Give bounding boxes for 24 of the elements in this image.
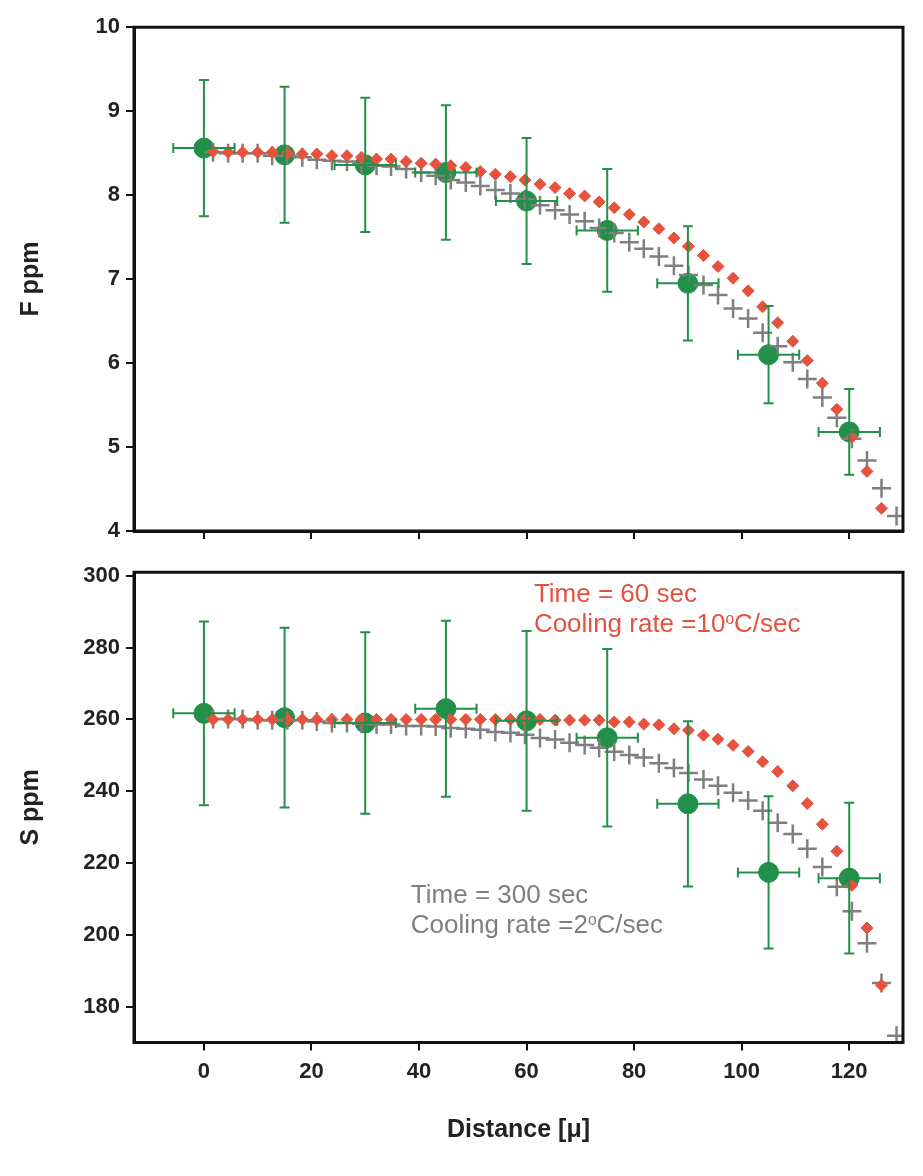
y-tick-label: 200 (83, 920, 120, 946)
y-tick-label: 6 (107, 349, 120, 375)
y-tick-label: 300 (83, 561, 120, 587)
x-tick-label: 40 (406, 1057, 432, 1083)
x-tick-label: 60 (514, 1057, 539, 1083)
y-tick-label: 5 (107, 433, 120, 459)
y-tick-label: 240 (83, 777, 120, 803)
x-tick-label: 100 (723, 1057, 761, 1083)
y-tick-label: 8 (107, 181, 120, 207)
y-tick-label: 280 (83, 633, 120, 659)
x-tick-label: 120 (830, 1057, 868, 1083)
y-tick-label: 260 (83, 705, 120, 731)
x-tick-label: 0 (197, 1057, 211, 1083)
y-tick-label: 180 (83, 992, 120, 1018)
y-tick-label: 7 (107, 265, 120, 291)
x-tick-label: 80 (621, 1057, 647, 1083)
y-tick-label: 9 (107, 97, 120, 123)
x-axis-title: Distance [μ] (446, 1113, 591, 1142)
y-tick-label: 220 (83, 849, 120, 875)
y-tick-label: 10 (95, 13, 120, 39)
y-axis-title: F ppm (14, 241, 43, 317)
y-axis-title: S ppm (14, 769, 43, 846)
y-tick-label: 4 (107, 517, 121, 543)
x-tick-label: 20 (299, 1057, 324, 1083)
